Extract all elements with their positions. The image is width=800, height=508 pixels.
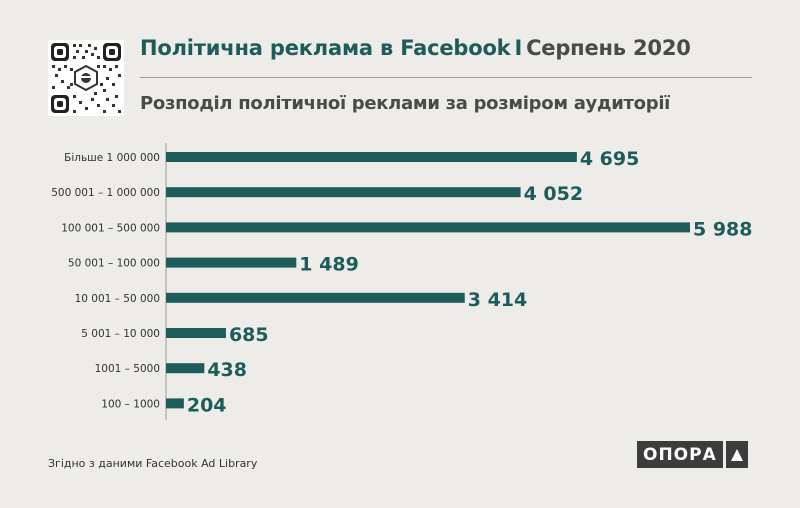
category-label: 50 001 – 100 000 xyxy=(68,258,160,270)
data-label: 4 052 xyxy=(524,183,584,205)
opora-logo[interactable]: ОПОРА xyxy=(637,441,748,468)
category-label: 100 001 – 500 000 xyxy=(61,222,160,234)
triangle-up-icon xyxy=(725,441,748,468)
category-label: 1001 – 5000 xyxy=(95,363,160,375)
logo-text: ОПОРА xyxy=(637,441,723,468)
bar xyxy=(166,187,521,198)
page-title: Політична реклама в Facebook I Серпень 202… xyxy=(140,36,691,60)
bar xyxy=(166,257,297,268)
category-label: 100 – 1000 xyxy=(101,398,160,410)
qr-code-icon[interactable] xyxy=(48,40,124,116)
bar xyxy=(166,292,465,303)
chart-subtitle: Розподіл політичної реклами за розміром … xyxy=(140,93,671,114)
source-note: Згідно з даними Facebook Ad Library xyxy=(48,457,258,470)
bar xyxy=(166,328,226,338)
data-label: 3 414 xyxy=(468,289,528,311)
data-label: 685 xyxy=(229,324,269,346)
category-label: Більше 1 000 000 xyxy=(64,152,160,164)
data-label: 204 xyxy=(187,394,227,416)
bar xyxy=(166,398,184,409)
data-label: 4 695 xyxy=(580,148,640,170)
title-date: Серпень 2020 xyxy=(526,36,691,60)
data-label: 438 xyxy=(207,359,247,381)
title-separator: I xyxy=(514,36,523,60)
title-divider xyxy=(140,77,752,78)
category-label: 5 001 – 10 000 xyxy=(81,328,160,340)
bar xyxy=(166,222,690,233)
title-main: Політична реклама в Facebook xyxy=(140,36,511,60)
bar xyxy=(166,363,205,374)
bar xyxy=(166,152,577,162)
data-label: 1 489 xyxy=(299,254,359,276)
category-label: 10 001 – 50 000 xyxy=(75,293,160,305)
data-label: 5 988 xyxy=(693,218,753,240)
category-label: 500 001 – 1 000 000 xyxy=(51,187,160,199)
